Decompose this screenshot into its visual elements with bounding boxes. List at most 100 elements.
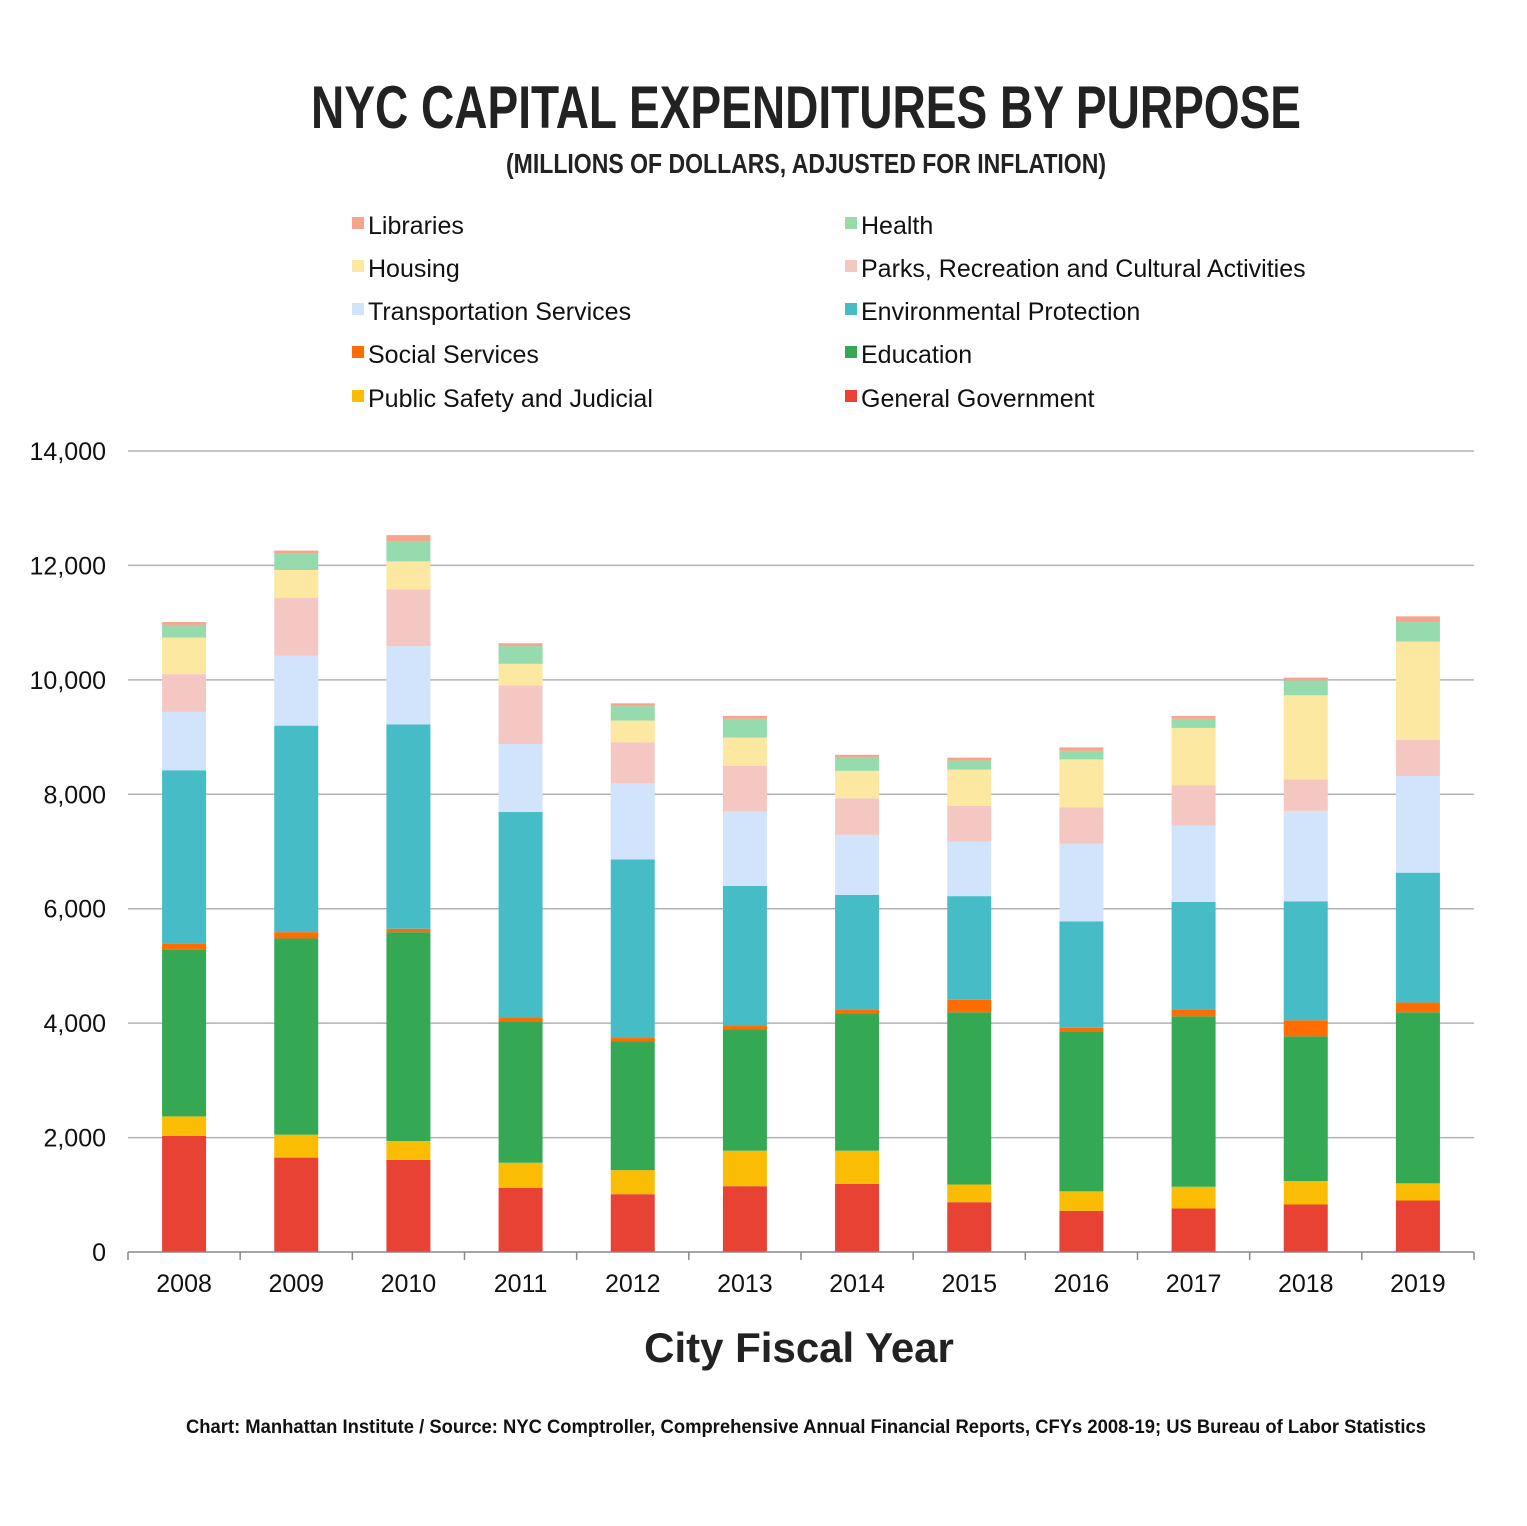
bar-segment-transportation-services-2017 xyxy=(1171,825,1216,902)
legend-swatch xyxy=(352,303,364,315)
bar-segment-libraries-2016 xyxy=(1059,747,1104,751)
bar-segment-transportation-services-2012 xyxy=(610,783,655,860)
x-tick-label: 2018 xyxy=(1278,1270,1334,1298)
legend-swatch xyxy=(352,390,364,402)
bar-segment-education-2011 xyxy=(498,1021,543,1163)
bar-segment-transportation-services-2009 xyxy=(274,655,319,726)
legend-swatch xyxy=(845,303,857,315)
bar-segment-housing-2018 xyxy=(1283,695,1328,780)
x-axis: 2008 2009 2010 2011 2012 2013 2014 2015 2016 2017… xyxy=(127,1251,1475,1298)
bar-segment-public-safety-and-judicial-2008 xyxy=(162,1116,207,1136)
x-tick-label: 2011 xyxy=(494,1270,548,1298)
bar-segment-health-2019 xyxy=(1395,622,1440,642)
bar-segment-parks-recreation-and-cultural-activities-2018 xyxy=(1283,779,1328,811)
bar-segment-public-safety-and-judicial-2019 xyxy=(1395,1183,1440,1201)
bar-segment-social-services-2019 xyxy=(1395,1002,1440,1013)
bar-segment-parks-recreation-and-cultural-activities-2013 xyxy=(722,765,767,812)
bar-segment-housing-2016 xyxy=(1059,759,1104,808)
x-tick-label: 2016 xyxy=(1054,1270,1110,1298)
bar-segment-housing-2011 xyxy=(498,663,543,686)
bar-segment-libraries-2014 xyxy=(835,754,880,758)
x-tick-label: 2012 xyxy=(605,1270,661,1298)
y-tick-label: 4,000 xyxy=(43,1010,106,1038)
chart-subtitle: (MILLIONS OF DOLLARS, ADJUSTED FOR INFLA… xyxy=(506,148,1106,179)
bar-segment-health-2016 xyxy=(1059,750,1104,760)
bar-segment-general-government-2013 xyxy=(722,1186,767,1252)
bar-segment-health-2010 xyxy=(386,541,431,562)
bar-segment-libraries-2013 xyxy=(722,715,767,719)
y-tick-label: 12,000 xyxy=(30,552,106,580)
bar-segment-libraries-2019 xyxy=(1395,616,1440,623)
bar-segment-parks-recreation-and-cultural-activities-2014 xyxy=(835,798,880,835)
y-tick-label: 0 xyxy=(92,1239,106,1267)
x-tick-label: 2015 xyxy=(941,1270,997,1298)
bar-segment-social-services-2014 xyxy=(835,1009,880,1014)
legend-label: Social Services xyxy=(368,341,539,369)
bar-segment-parks-recreation-and-cultural-activities-2008 xyxy=(162,674,207,712)
y-tick-label: 2,000 xyxy=(43,1125,106,1153)
bar-segment-general-government-2018 xyxy=(1283,1204,1328,1252)
legend-label: Health xyxy=(861,212,933,240)
bar-segment-health-2017 xyxy=(1171,718,1216,728)
bar-segment-public-safety-and-judicial-2018 xyxy=(1283,1181,1328,1205)
bars xyxy=(162,535,1440,1252)
bar-segment-housing-2017 xyxy=(1171,727,1216,786)
bar-segment-housing-2019 xyxy=(1395,641,1440,740)
bar-segment-environmental-protection-2009 xyxy=(274,725,319,933)
bar-segment-general-government-2008 xyxy=(162,1135,207,1252)
bar-segment-public-safety-and-judicial-2013 xyxy=(722,1150,767,1187)
bar-segment-housing-2008 xyxy=(162,637,207,675)
bar-segment-environmental-protection-2013 xyxy=(722,885,767,1027)
bar-segment-general-government-2015 xyxy=(947,1202,992,1252)
legend: Libraries Housing Transportation Services S… xyxy=(352,212,1306,413)
bar-segment-social-services-2013 xyxy=(722,1026,767,1030)
bar-segment-housing-2012 xyxy=(610,720,655,743)
bar-segment-public-safety-and-judicial-2016 xyxy=(1059,1191,1104,1211)
x-tick-label: 2008 xyxy=(156,1270,212,1298)
bar-segment-parks-recreation-and-cultural-activities-2012 xyxy=(610,742,655,784)
bar-segment-health-2012 xyxy=(610,706,655,721)
bar-segment-libraries-2012 xyxy=(610,703,655,707)
bar-segment-education-2010 xyxy=(386,932,431,1142)
bar-segment-libraries-2018 xyxy=(1283,677,1328,681)
legend-swatch xyxy=(352,346,364,358)
bar-segment-environmental-protection-2018 xyxy=(1283,901,1328,1021)
legend-label: Parks, Recreation and Cultural Activitie… xyxy=(861,255,1306,283)
bar-segment-social-services-2010 xyxy=(386,928,431,933)
bar-segment-public-safety-and-judicial-2009 xyxy=(274,1134,319,1158)
bar-segment-housing-2014 xyxy=(835,770,880,799)
bar-segment-transportation-services-2013 xyxy=(722,811,767,886)
bar-segment-housing-2013 xyxy=(722,737,767,766)
x-tick-label: 2017 xyxy=(1166,1270,1222,1298)
x-tick-label: 2010 xyxy=(381,1270,437,1298)
legend-label: General Government xyxy=(861,385,1095,413)
bar-segment-social-services-2016 xyxy=(1059,1027,1104,1032)
legend-label: Environmental Protection xyxy=(861,298,1140,326)
bar-segment-libraries-2017 xyxy=(1171,715,1216,719)
bar-segment-social-services-2017 xyxy=(1171,1009,1216,1017)
bar-segment-social-services-2012 xyxy=(610,1038,655,1042)
bar-segment-libraries-2011 xyxy=(498,643,543,647)
bar-segment-libraries-2008 xyxy=(162,622,207,625)
bar-segment-social-services-2018 xyxy=(1283,1020,1328,1037)
legend-swatch xyxy=(845,346,857,358)
y-tick-label: 10,000 xyxy=(30,667,106,695)
legend-swatch xyxy=(845,217,857,229)
bar-segment-housing-2010 xyxy=(386,561,431,590)
bar-segment-parks-recreation-and-cultural-activities-2019 xyxy=(1395,739,1440,776)
bar-segment-public-safety-and-judicial-2012 xyxy=(610,1170,655,1195)
x-tick-label: 2013 xyxy=(717,1270,773,1298)
bar-segment-parks-recreation-and-cultural-activities-2011 xyxy=(498,685,543,744)
bar-segment-general-government-2017 xyxy=(1171,1208,1216,1252)
x-tick-label: 2019 xyxy=(1390,1270,1446,1298)
bar-segment-social-services-2011 xyxy=(498,1017,543,1022)
legend-swatch xyxy=(845,390,857,402)
legend-label: Education xyxy=(861,341,972,369)
bar-segment-general-government-2012 xyxy=(610,1194,655,1252)
bar-segment-parks-recreation-and-cultural-activities-2016 xyxy=(1059,807,1104,844)
bar-segment-housing-2009 xyxy=(274,570,319,599)
legend-label: Public Safety and Judicial xyxy=(368,385,653,413)
y-tick-label: 6,000 xyxy=(43,896,106,924)
bar-segment-parks-recreation-and-cultural-activities-2015 xyxy=(947,805,992,842)
